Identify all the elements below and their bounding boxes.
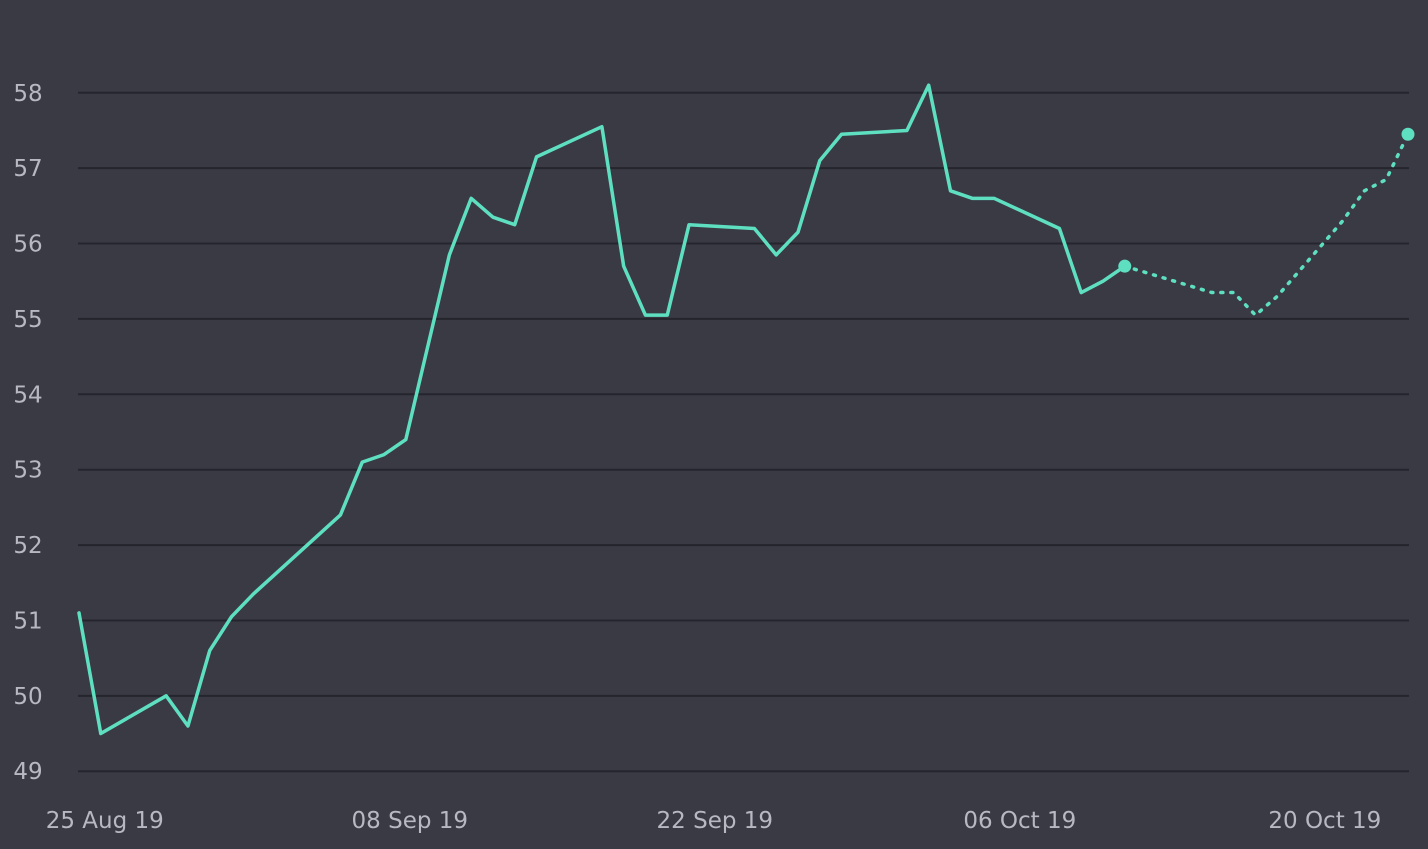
series bbox=[77, 83, 1415, 736]
dotted-series-line bbox=[1123, 132, 1410, 317]
y-tick-label: 51 bbox=[13, 608, 42, 634]
gridlines bbox=[78, 91, 1409, 773]
x-tick-label: 06 Oct 19 bbox=[963, 808, 1076, 834]
y-tick-label: 50 bbox=[13, 684, 42, 710]
y-tick-label: 49 bbox=[13, 759, 42, 785]
y-tick-label: 54 bbox=[13, 382, 42, 408]
x-tick-label: 08 Sep 19 bbox=[352, 808, 469, 834]
y-tick-label: 52 bbox=[13, 533, 42, 559]
y-axis-ticks: 49 50 51 52 53 54 55 56 57 58 bbox=[13, 81, 42, 785]
x-tick-label: 22 Sep 19 bbox=[657, 808, 774, 834]
y-tick-label: 57 bbox=[13, 156, 42, 182]
y-tick-label: 56 bbox=[13, 232, 42, 258]
x-tick-label: 20 Oct 19 bbox=[1268, 808, 1381, 834]
y-tick-label: 55 bbox=[13, 307, 42, 333]
x-tick-label: 25 Aug 19 bbox=[46, 808, 164, 834]
x-axis-ticks: 25 Aug 19 08 Sep 19 22 Sep 19 06 Oct 19 20 O… bbox=[46, 808, 1382, 834]
solid-series-line bbox=[77, 83, 1127, 736]
y-tick-label: 58 bbox=[13, 81, 42, 107]
y-tick-label: 53 bbox=[13, 458, 42, 484]
series-end-marker[interactable] bbox=[1401, 127, 1415, 141]
